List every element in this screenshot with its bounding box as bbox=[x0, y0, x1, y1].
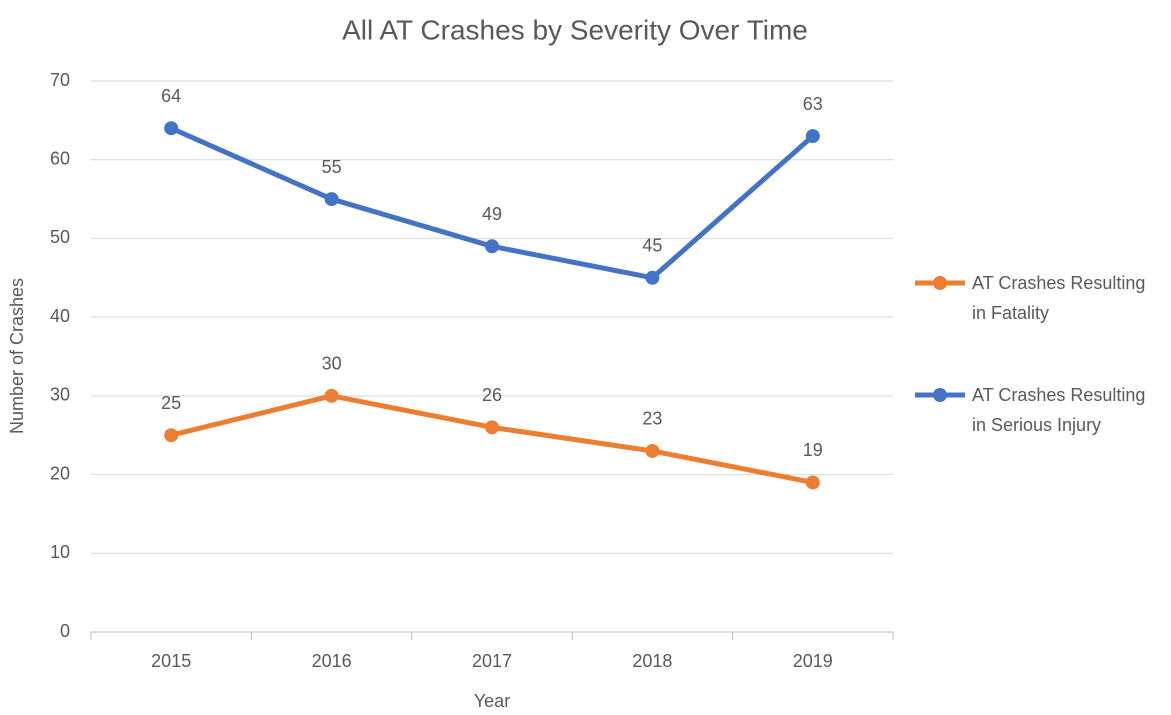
marker bbox=[645, 270, 660, 285]
series-line bbox=[170, 125, 815, 281]
marker bbox=[164, 428, 179, 443]
marker bbox=[805, 129, 820, 144]
y-tick-label: 70 bbox=[50, 70, 70, 90]
marker bbox=[324, 388, 339, 403]
y-axis-label: Number of Crashes bbox=[7, 278, 27, 434]
data-label: 30 bbox=[322, 354, 342, 374]
data-label: 23 bbox=[642, 409, 662, 429]
y-tick-label: 30 bbox=[50, 385, 70, 405]
legend-label: AT Crashes Resulting in Serious Injury bbox=[972, 385, 1146, 435]
legend-label: AT Crashes Resulting in Fatality bbox=[972, 273, 1146, 323]
y-tick-label: 10 bbox=[50, 542, 70, 562]
marker bbox=[164, 121, 179, 136]
y-tick-label: 0 bbox=[60, 621, 70, 641]
y-tick-label: 50 bbox=[50, 227, 70, 247]
marker bbox=[485, 239, 499, 254]
legend-marker bbox=[933, 388, 947, 402]
data-label: 63 bbox=[803, 94, 823, 114]
legend-marker bbox=[933, 276, 947, 290]
chart-title: All AT Crashes by Severity Over Time bbox=[342, 14, 808, 45]
marker bbox=[324, 192, 339, 207]
data-label: 55 bbox=[322, 157, 342, 177]
x-tick-label: 2017 bbox=[472, 651, 512, 671]
marker bbox=[485, 420, 499, 435]
x-tick-label: 2015 bbox=[151, 651, 191, 671]
data-label: 49 bbox=[482, 204, 502, 224]
data-label: 26 bbox=[482, 385, 502, 405]
x-tick-label: 2018 bbox=[632, 651, 672, 671]
x-tick-label: 2019 bbox=[793, 651, 833, 671]
data-label: 45 bbox=[642, 236, 662, 256]
marker bbox=[805, 475, 820, 490]
x-tick-label: 2016 bbox=[312, 651, 352, 671]
data-label: 19 bbox=[803, 440, 823, 460]
y-tick-label: 60 bbox=[50, 148, 70, 168]
marker bbox=[645, 443, 660, 458]
data-label: 25 bbox=[161, 393, 181, 413]
series-line bbox=[170, 393, 814, 485]
data-label: 64 bbox=[161, 86, 181, 106]
y-tick-label: 40 bbox=[50, 306, 70, 326]
x-axis-label: Year bbox=[474, 691, 510, 711]
y-tick-label: 20 bbox=[50, 463, 70, 483]
